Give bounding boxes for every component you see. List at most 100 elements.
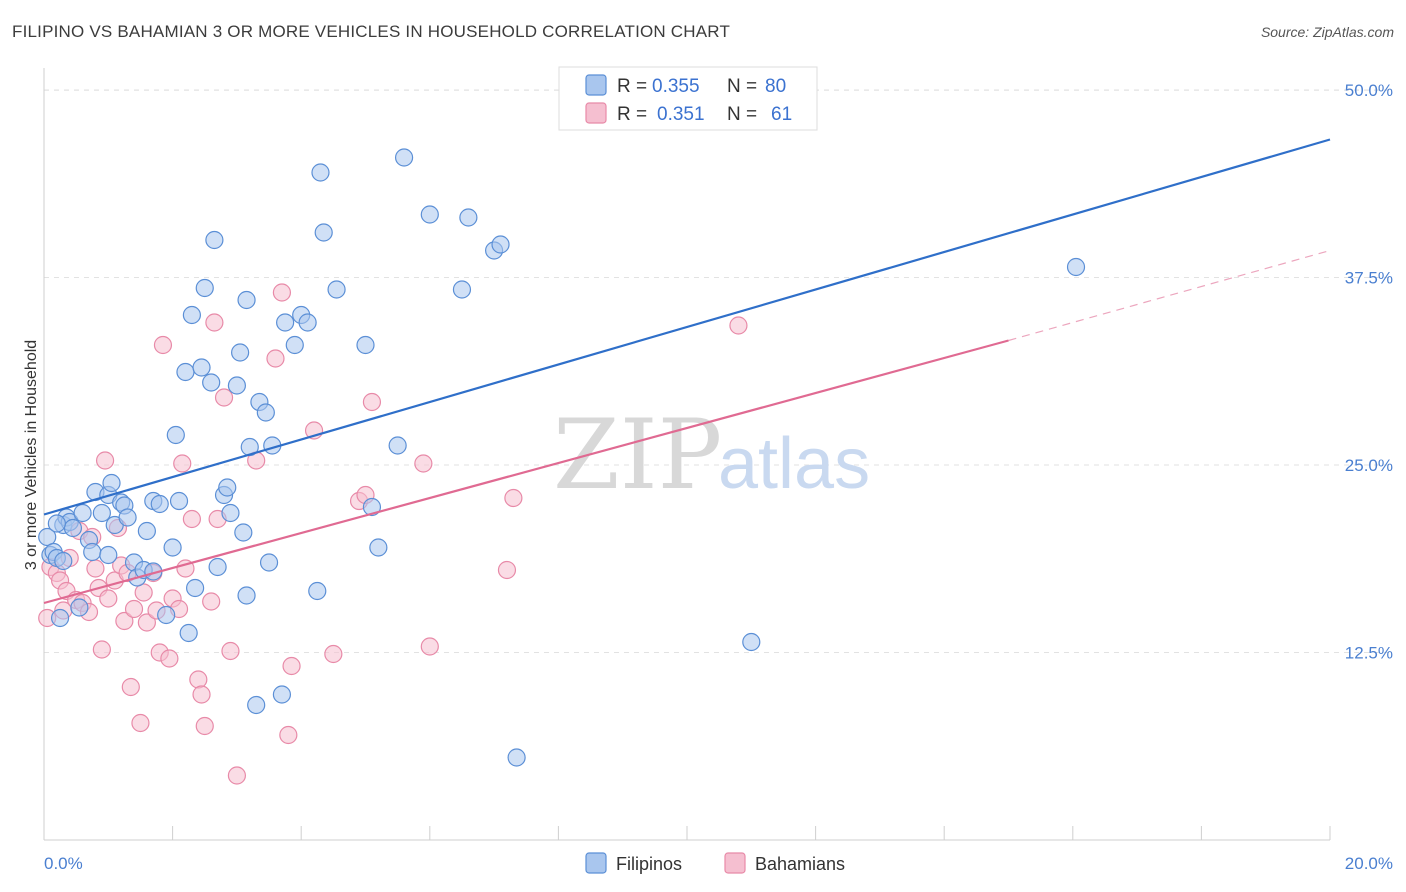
filipinos-point-51	[259, 553, 279, 572]
filipinos-point-27	[150, 494, 169, 514]
filipinos-point-33	[179, 623, 198, 643]
filipinos-point-65	[388, 436, 407, 455]
bahamians-point-16	[99, 589, 118, 608]
filipinos-point-36	[192, 358, 211, 377]
bahamians-trend-line	[43, 339, 1009, 605]
bottom-legend-filipinos: Filipinos	[616, 854, 682, 874]
watermark-atlas: atlas	[718, 424, 870, 504]
filipinos-point-14	[92, 503, 111, 523]
bahamians-point-49	[282, 656, 301, 676]
bahamians-point-59	[729, 316, 748, 335]
filipinos-point-30	[166, 425, 185, 445]
filipinos-point-0	[38, 527, 57, 547]
filipinos-point-64	[369, 538, 388, 557]
filipinos-point-66	[394, 148, 414, 167]
legend-n-label-filipinos: N =	[727, 76, 757, 97]
bottom-legend: Filipinos Bahamians	[585, 852, 845, 874]
source-label: Source: ZipAtlas.com	[1260, 24, 1394, 40]
bahamians-point-22	[121, 677, 140, 697]
filipinos-point-28	[157, 605, 176, 625]
y-tick-label-2: 37.5%	[1345, 269, 1393, 288]
filipinos-point-53	[272, 685, 292, 704]
filipinos-point-10	[73, 503, 92, 523]
grid-lines	[44, 89, 1393, 653]
bahamians-point-30	[153, 335, 173, 355]
x-tick-min: 0.0%	[44, 854, 83, 873]
filipinos-point-12	[83, 542, 102, 562]
filipinos-point-46	[237, 290, 256, 310]
bahamians-point-15	[95, 451, 115, 470]
filipinos-point-8	[63, 518, 83, 538]
bahamians-point-51	[324, 644, 343, 664]
filipinos-point-75	[237, 586, 256, 605]
bottom-legend-swatch-bahamians	[724, 852, 746, 874]
filipinos-point-50	[256, 403, 275, 422]
filipinos-point-74	[1066, 257, 1086, 277]
filipinos-point-72	[507, 748, 526, 767]
bahamians-point-35	[182, 509, 201, 529]
y-tick-label-1: 25.0%	[1345, 456, 1393, 475]
y-tick-labels: 12.5% 25.0% 37.5% 50.0%	[1345, 81, 1393, 663]
legend-n-value-bahamians: 61	[771, 104, 792, 125]
filipinos-point-34	[182, 305, 201, 325]
filipinos-point-37	[195, 278, 214, 298]
legend-swatch-filipinos	[585, 74, 607, 96]
bahamians-point-25	[134, 583, 153, 602]
bahamians-point-43	[221, 641, 240, 661]
filipinos-point-71	[491, 235, 510, 254]
bahamians-point-20	[115, 611, 134, 631]
x-tick-max: 20.0%	[1345, 854, 1393, 873]
watermark: ZIP atlas	[553, 399, 870, 511]
filipinos-point-68	[452, 280, 472, 299]
bahamians-point-37	[192, 685, 211, 704]
filipinos-point-62	[356, 335, 375, 355]
bahamians-point-33	[173, 454, 192, 473]
filipinos-point-79	[47, 514, 66, 533]
bahamians-point-39	[202, 592, 221, 611]
bahamians-point-44	[227, 766, 246, 785]
filipinos-point-48	[247, 695, 266, 715]
legend-r-label-filipinos: R =	[617, 76, 647, 97]
filipinos-point-59	[311, 163, 330, 182]
filipinos-point-4	[50, 608, 70, 628]
trend-lines	[43, 138, 1331, 605]
filipinos-points	[38, 148, 1086, 767]
bahamians-point-57	[497, 560, 517, 580]
filipinos-point-45	[231, 343, 250, 362]
chart-title: FILIPINO VS BAHAMIAN 3 OR MORE VEHICLES …	[12, 22, 731, 41]
axes	[43, 68, 1331, 841]
bahamians-point-26	[137, 613, 156, 632]
bahamians-point-42	[214, 388, 234, 407]
filipinos-point-39	[205, 230, 224, 250]
filipinos-point-42	[218, 478, 237, 497]
bottom-legend-bahamians: Bahamians	[755, 854, 845, 874]
bahamians-point-24	[131, 713, 150, 733]
bahamians-point-36	[189, 670, 208, 689]
filipinos-point-76	[54, 551, 73, 571]
filipinos-point-55	[285, 335, 304, 355]
bahamians-point-48	[279, 725, 298, 745]
filipinos-point-31	[169, 491, 189, 511]
bottom-legend-swatch-filipinos	[585, 852, 607, 874]
filipinos-point-63	[362, 497, 382, 517]
bahamians-point-23	[124, 599, 144, 619]
legend-r-label-bahamians: R =	[617, 104, 647, 125]
watermark-zip: ZIP	[553, 399, 722, 511]
filipinos-point-29	[163, 538, 182, 557]
filipinos-point-9	[70, 598, 89, 617]
filipinos-point-40	[208, 557, 227, 577]
bahamians-point-54	[362, 392, 382, 412]
filipinos-point-60	[314, 223, 333, 242]
bahamians-point-12	[86, 559, 105, 578]
filipinos-point-57	[298, 313, 317, 332]
filipinos-point-44	[227, 376, 246, 395]
filipinos-point-58	[308, 581, 327, 601]
legend-n-value-filipinos: 80	[765, 76, 786, 97]
legend: R = 0.355 N = 80 R = 0.351 N = 61	[558, 66, 818, 131]
bahamians-point-46	[266, 349, 285, 368]
filipinos-point-21	[118, 508, 137, 527]
bahamians-point-58	[504, 488, 523, 508]
y-tick-label-0: 12.5%	[1345, 644, 1393, 663]
bahamians-point-14	[92, 640, 111, 659]
